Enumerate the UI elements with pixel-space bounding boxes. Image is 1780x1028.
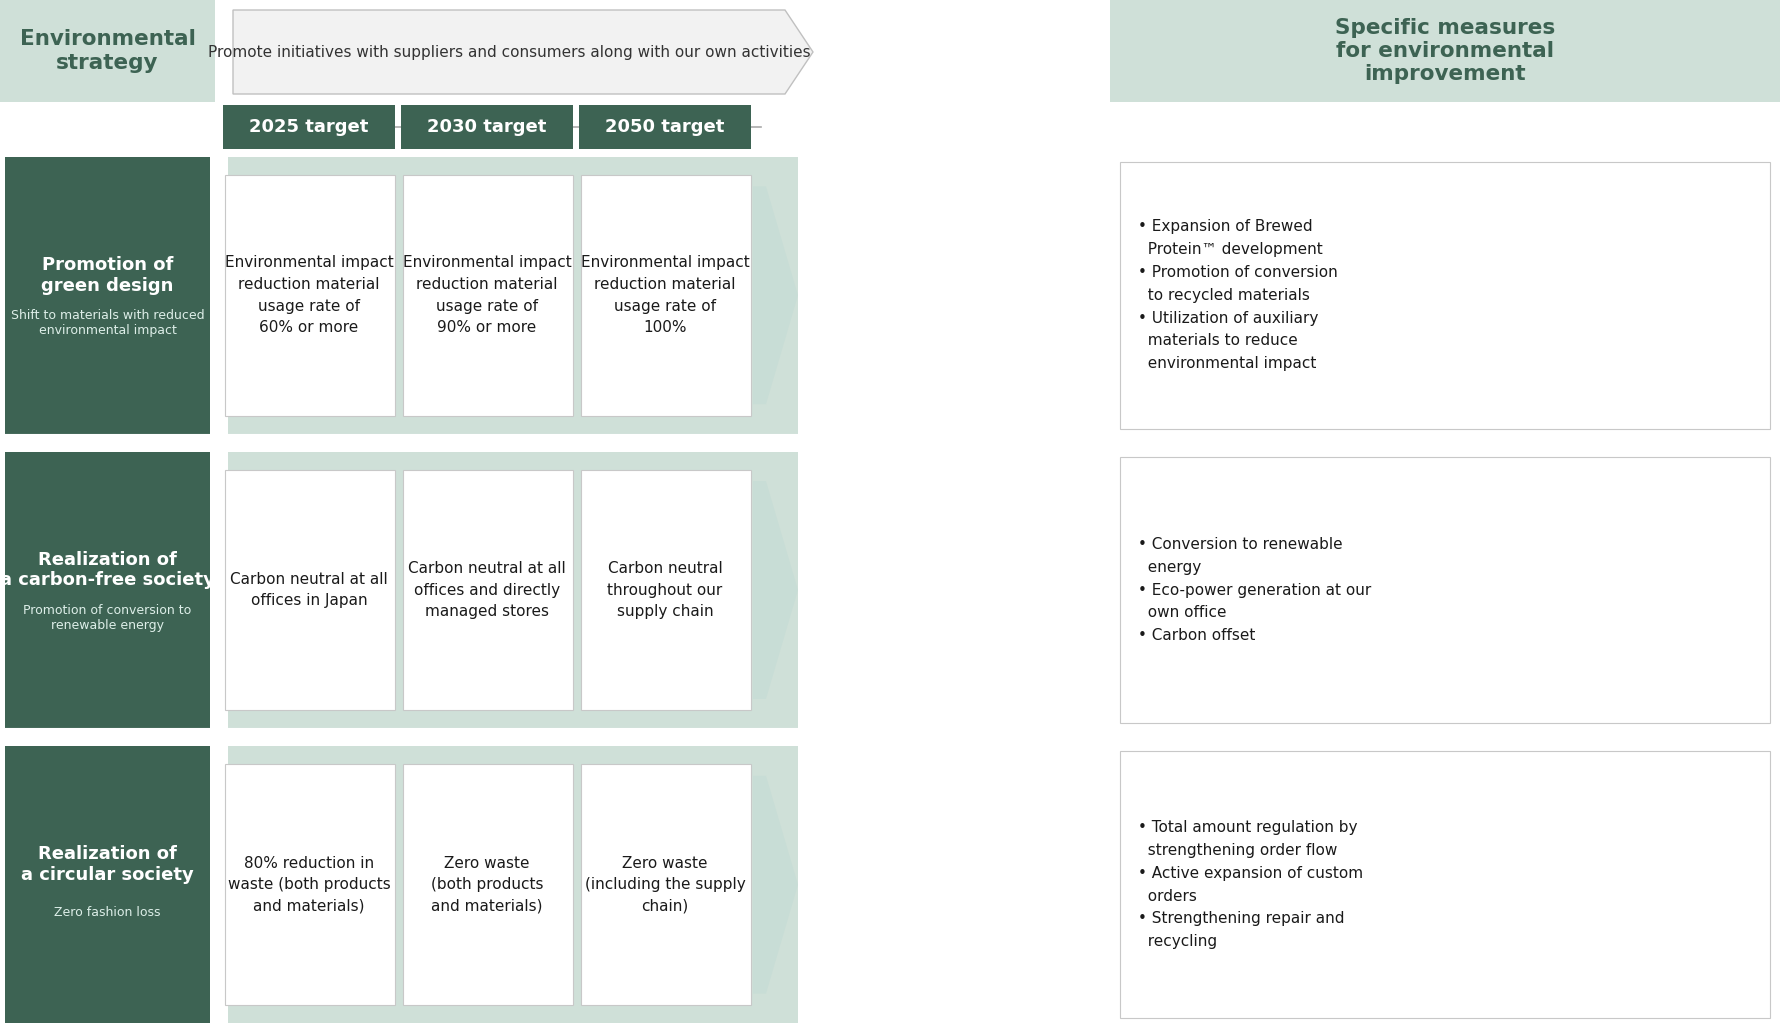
Polygon shape <box>753 776 797 994</box>
FancyBboxPatch shape <box>402 175 573 415</box>
FancyBboxPatch shape <box>224 175 395 415</box>
FancyBboxPatch shape <box>224 470 395 710</box>
FancyBboxPatch shape <box>580 175 751 415</box>
Text: Carbon neutral at all
offices in Japan: Carbon neutral at all offices in Japan <box>230 572 388 609</box>
FancyBboxPatch shape <box>5 157 210 434</box>
FancyBboxPatch shape <box>580 470 751 710</box>
FancyBboxPatch shape <box>228 157 797 434</box>
Text: • Total amount regulation by
  strengthening order flow
• Active expansion of cu: • Total amount regulation by strengtheni… <box>1137 820 1363 949</box>
FancyBboxPatch shape <box>1120 162 1769 429</box>
FancyBboxPatch shape <box>222 105 395 149</box>
FancyBboxPatch shape <box>1111 0 1780 102</box>
Text: 2050 target: 2050 target <box>605 118 724 136</box>
Text: 80% reduction in
waste (both products
and materials): 80% reduction in waste (both products an… <box>228 855 390 914</box>
Text: Realization of
a carbon-free society: Realization of a carbon-free society <box>0 551 215 589</box>
Text: Zero fashion loss: Zero fashion loss <box>53 906 160 919</box>
Text: • Expansion of Brewed
  Protein™ development
• Promotion of conversion
  to recy: • Expansion of Brewed Protein™ developme… <box>1137 219 1339 371</box>
FancyBboxPatch shape <box>228 451 797 728</box>
FancyBboxPatch shape <box>578 105 751 149</box>
FancyBboxPatch shape <box>5 746 210 1023</box>
FancyBboxPatch shape <box>1120 751 1769 1018</box>
Text: Specific measures
for environmental
improvement: Specific measures for environmental impr… <box>1335 17 1556 84</box>
FancyBboxPatch shape <box>0 0 215 102</box>
Text: Environmental impact
reduction material
usage rate of
100%: Environmental impact reduction material … <box>580 255 749 335</box>
FancyBboxPatch shape <box>1120 456 1769 724</box>
FancyBboxPatch shape <box>580 764 751 1005</box>
Text: Zero waste
(both products
and materials): Zero waste (both products and materials) <box>431 855 543 914</box>
Text: Shift to materials with reduced
environmental impact: Shift to materials with reduced environm… <box>11 309 205 337</box>
Text: Promote initiatives with suppliers and consumers along with our own activities: Promote initiatives with suppliers and c… <box>208 44 810 60</box>
Text: Environmental
strategy: Environmental strategy <box>20 30 196 73</box>
Text: Carbon neutral
throughout our
supply chain: Carbon neutral throughout our supply cha… <box>607 561 723 619</box>
Text: Zero waste
(including the supply
chain): Zero waste (including the supply chain) <box>584 855 746 914</box>
Text: Environmental impact
reduction material
usage rate of
90% or more: Environmental impact reduction material … <box>402 255 571 335</box>
FancyBboxPatch shape <box>5 451 210 728</box>
Text: Promotion of conversion to
renewable energy: Promotion of conversion to renewable ene… <box>23 604 192 632</box>
Text: Carbon neutral at all
offices and directly
managed stores: Carbon neutral at all offices and direct… <box>408 561 566 619</box>
Text: Environmental impact
reduction material
usage rate of
60% or more: Environmental impact reduction material … <box>224 255 393 335</box>
Text: Realization of
a circular society: Realization of a circular society <box>21 845 194 884</box>
Text: 2025 target: 2025 target <box>249 118 368 136</box>
Text: Promotion of
green design: Promotion of green design <box>41 256 174 295</box>
Text: • Conversion to renewable
  energy
• Eco-power generation at our
  own office
• : • Conversion to renewable energy • Eco-p… <box>1137 537 1371 644</box>
Polygon shape <box>753 186 797 404</box>
FancyBboxPatch shape <box>224 764 395 1005</box>
Polygon shape <box>233 10 813 94</box>
Text: 2030 target: 2030 target <box>427 118 546 136</box>
FancyBboxPatch shape <box>402 764 573 1005</box>
Polygon shape <box>753 481 797 699</box>
FancyBboxPatch shape <box>228 746 797 1023</box>
FancyBboxPatch shape <box>402 470 573 710</box>
FancyBboxPatch shape <box>400 105 573 149</box>
